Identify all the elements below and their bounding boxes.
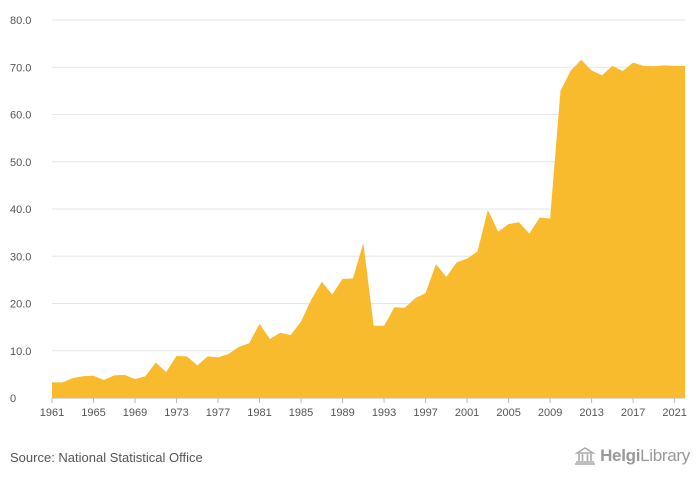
x-tick-label: 1961 bbox=[40, 407, 64, 419]
x-axis-ticks: 1961 1965 1969 1973 1977 1981 1985 1989 1993 1997… bbox=[40, 398, 687, 419]
logo-text: HelgiLibrary bbox=[600, 446, 690, 465]
x-tick-label: 1973 bbox=[164, 407, 188, 419]
x-tick-label: 2013 bbox=[579, 407, 603, 419]
x-tick-label: 1981 bbox=[247, 407, 271, 419]
x-tick-label: 1965 bbox=[81, 407, 105, 419]
x-tick-label: 2001 bbox=[455, 407, 479, 419]
source-note: Source: National Statistical Office bbox=[10, 450, 203, 465]
y-tick-label: 10.0 bbox=[10, 346, 31, 358]
y-tick-label: 20.0 bbox=[10, 299, 31, 311]
area-chart: 010.020.030.040.050.060.070.080.0 1961 19… bbox=[10, 15, 687, 419]
helgilibrary-logo: HelgiLibrary bbox=[574, 446, 690, 466]
y-axis-ticks: 0 10.0 20.0 30.0 40.0 50.0 60.0 70.0 80.0 bbox=[10, 15, 31, 405]
y-tick-label: 80.0 bbox=[10, 15, 31, 27]
x-tick-label: 2021 bbox=[662, 407, 686, 419]
x-tick-label: 1989 bbox=[330, 407, 354, 419]
x-tick-label: 2017 bbox=[621, 407, 645, 419]
area-series bbox=[52, 59, 685, 398]
y-tick-label: 0 bbox=[10, 393, 16, 405]
y-tick-label: 70.0 bbox=[10, 62, 31, 74]
x-tick-label: 1997 bbox=[413, 407, 437, 419]
y-tick-label: 50.0 bbox=[10, 157, 31, 169]
x-tick-label: 1993 bbox=[372, 407, 396, 419]
library-building-icon bbox=[574, 447, 596, 465]
y-tick-label: 30.0 bbox=[10, 251, 31, 263]
x-tick-label: 2005 bbox=[496, 407, 520, 419]
gridlines bbox=[52, 19, 685, 352]
x-tick-label: 1985 bbox=[289, 407, 313, 419]
x-tick-label: 1977 bbox=[206, 407, 230, 419]
x-tick-label: 2009 bbox=[538, 407, 562, 419]
x-tick-label: 1969 bbox=[123, 407, 147, 419]
y-tick-label: 40.0 bbox=[10, 204, 31, 216]
y-tick-label: 60.0 bbox=[10, 110, 31, 122]
